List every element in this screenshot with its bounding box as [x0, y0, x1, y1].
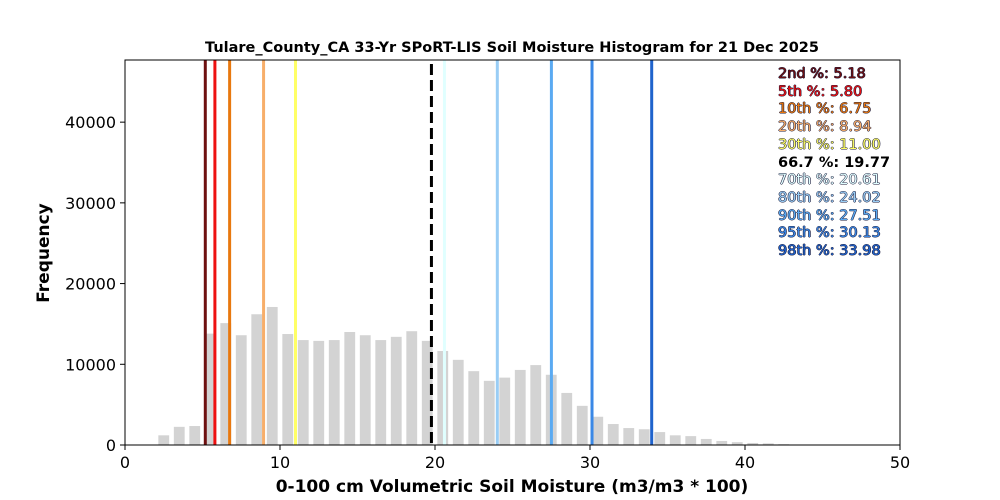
histogram-bar [421, 340, 433, 445]
y-axis-ticks: 0 10000 20000 30000 40000 [65, 113, 125, 455]
histogram-bar [685, 436, 697, 445]
histogram-bar [173, 426, 185, 445]
histogram-bar [313, 340, 325, 445]
histogram-bar [359, 335, 371, 445]
histogram-bar [530, 365, 542, 445]
histogram-bar [561, 392, 573, 445]
y-tick-label: 30000 [65, 194, 116, 213]
y-axis-label: Frequency [34, 203, 54, 303]
histogram-bar [607, 424, 619, 445]
legend-entry: 10th %: 6.75 [778, 101, 872, 118]
legend-entry: 20th %: 8.94 [778, 119, 872, 136]
percentile-legend: 2nd %: 5.18 5th %: 5.80 10th %: 6.75 20th %… [778, 66, 890, 261]
histogram-bar [235, 335, 247, 445]
plot-frame [124, 59, 901, 446]
legend-entry: 80th %: 24.02 [778, 189, 881, 206]
chart-title: Tulare_County_CA 33-Yr SPoRT-LIS Soil Mo… [205, 40, 819, 56]
histogram-bar [700, 438, 712, 445]
legend-entry: 70th %: 20.61 [778, 172, 881, 189]
legend-entry: 90th %: 27.51 [778, 207, 881, 224]
histogram-bar [220, 323, 232, 445]
x-tick-label: 30 [580, 453, 600, 472]
histogram-bar [747, 442, 759, 445]
x-axis-label: 0-100 cm Volumetric Soil Moisture (m3/m3… [276, 477, 749, 497]
histogram-bar [731, 442, 743, 445]
histogram-bar [499, 377, 511, 445]
histogram-bar [716, 440, 728, 445]
x-tick-label: 40 [735, 453, 755, 472]
percentile-lines-group [203, 60, 654, 445]
histogram-bar [452, 359, 464, 445]
histogram-bar [266, 306, 278, 445]
x-tick-label: 20 [425, 453, 445, 472]
x-tick-label: 0 [120, 453, 130, 472]
histogram-bar [483, 380, 495, 445]
histogram-bar [282, 334, 294, 445]
histogram-bar [437, 350, 449, 445]
legend-entry: 5th %: 5.80 [778, 83, 863, 100]
histogram-bar [189, 426, 201, 445]
histogram-bar [251, 314, 263, 445]
legend-entry: 2nd %: 5.18 [778, 66, 866, 82]
histogram-bar [390, 336, 402, 445]
x-tick-label: 50 [890, 453, 910, 472]
legend-entry: 30th %: 11.00 [778, 136, 881, 153]
histogram-bar [204, 333, 216, 445]
histogram-bar [638, 429, 650, 445]
histogram-bar [158, 435, 170, 445]
histogram-bar [592, 416, 604, 445]
histogram-bar [762, 443, 774, 445]
histogram-bar [654, 432, 666, 445]
x-axis-ticks: 0 10 20 30 40 50 [120, 445, 910, 472]
legend-entry: 66.7 %: 19.77 [778, 154, 891, 171]
x-tick-label: 10 [270, 453, 290, 472]
y-tick-label: 10000 [65, 355, 116, 374]
histogram-bar [576, 405, 588, 445]
y-tick-label: 20000 [65, 275, 116, 294]
histogram-bar [468, 371, 480, 445]
histogram-bar [669, 435, 681, 445]
histogram-bar [406, 331, 418, 445]
y-tick-label: 40000 [65, 113, 116, 132]
histogram-bar [297, 340, 309, 445]
histogram-bar [623, 428, 635, 445]
bars-group [158, 306, 790, 445]
legend-entry: 98th %: 33.98 [778, 243, 881, 260]
y-tick-label: 0 [106, 436, 116, 455]
histogram-bar [328, 340, 340, 445]
histogram-bar [344, 332, 356, 445]
histogram-bar [375, 340, 387, 445]
legend-entry: 95th %: 30.13 [778, 225, 881, 242]
histogram-bar [514, 369, 526, 445]
